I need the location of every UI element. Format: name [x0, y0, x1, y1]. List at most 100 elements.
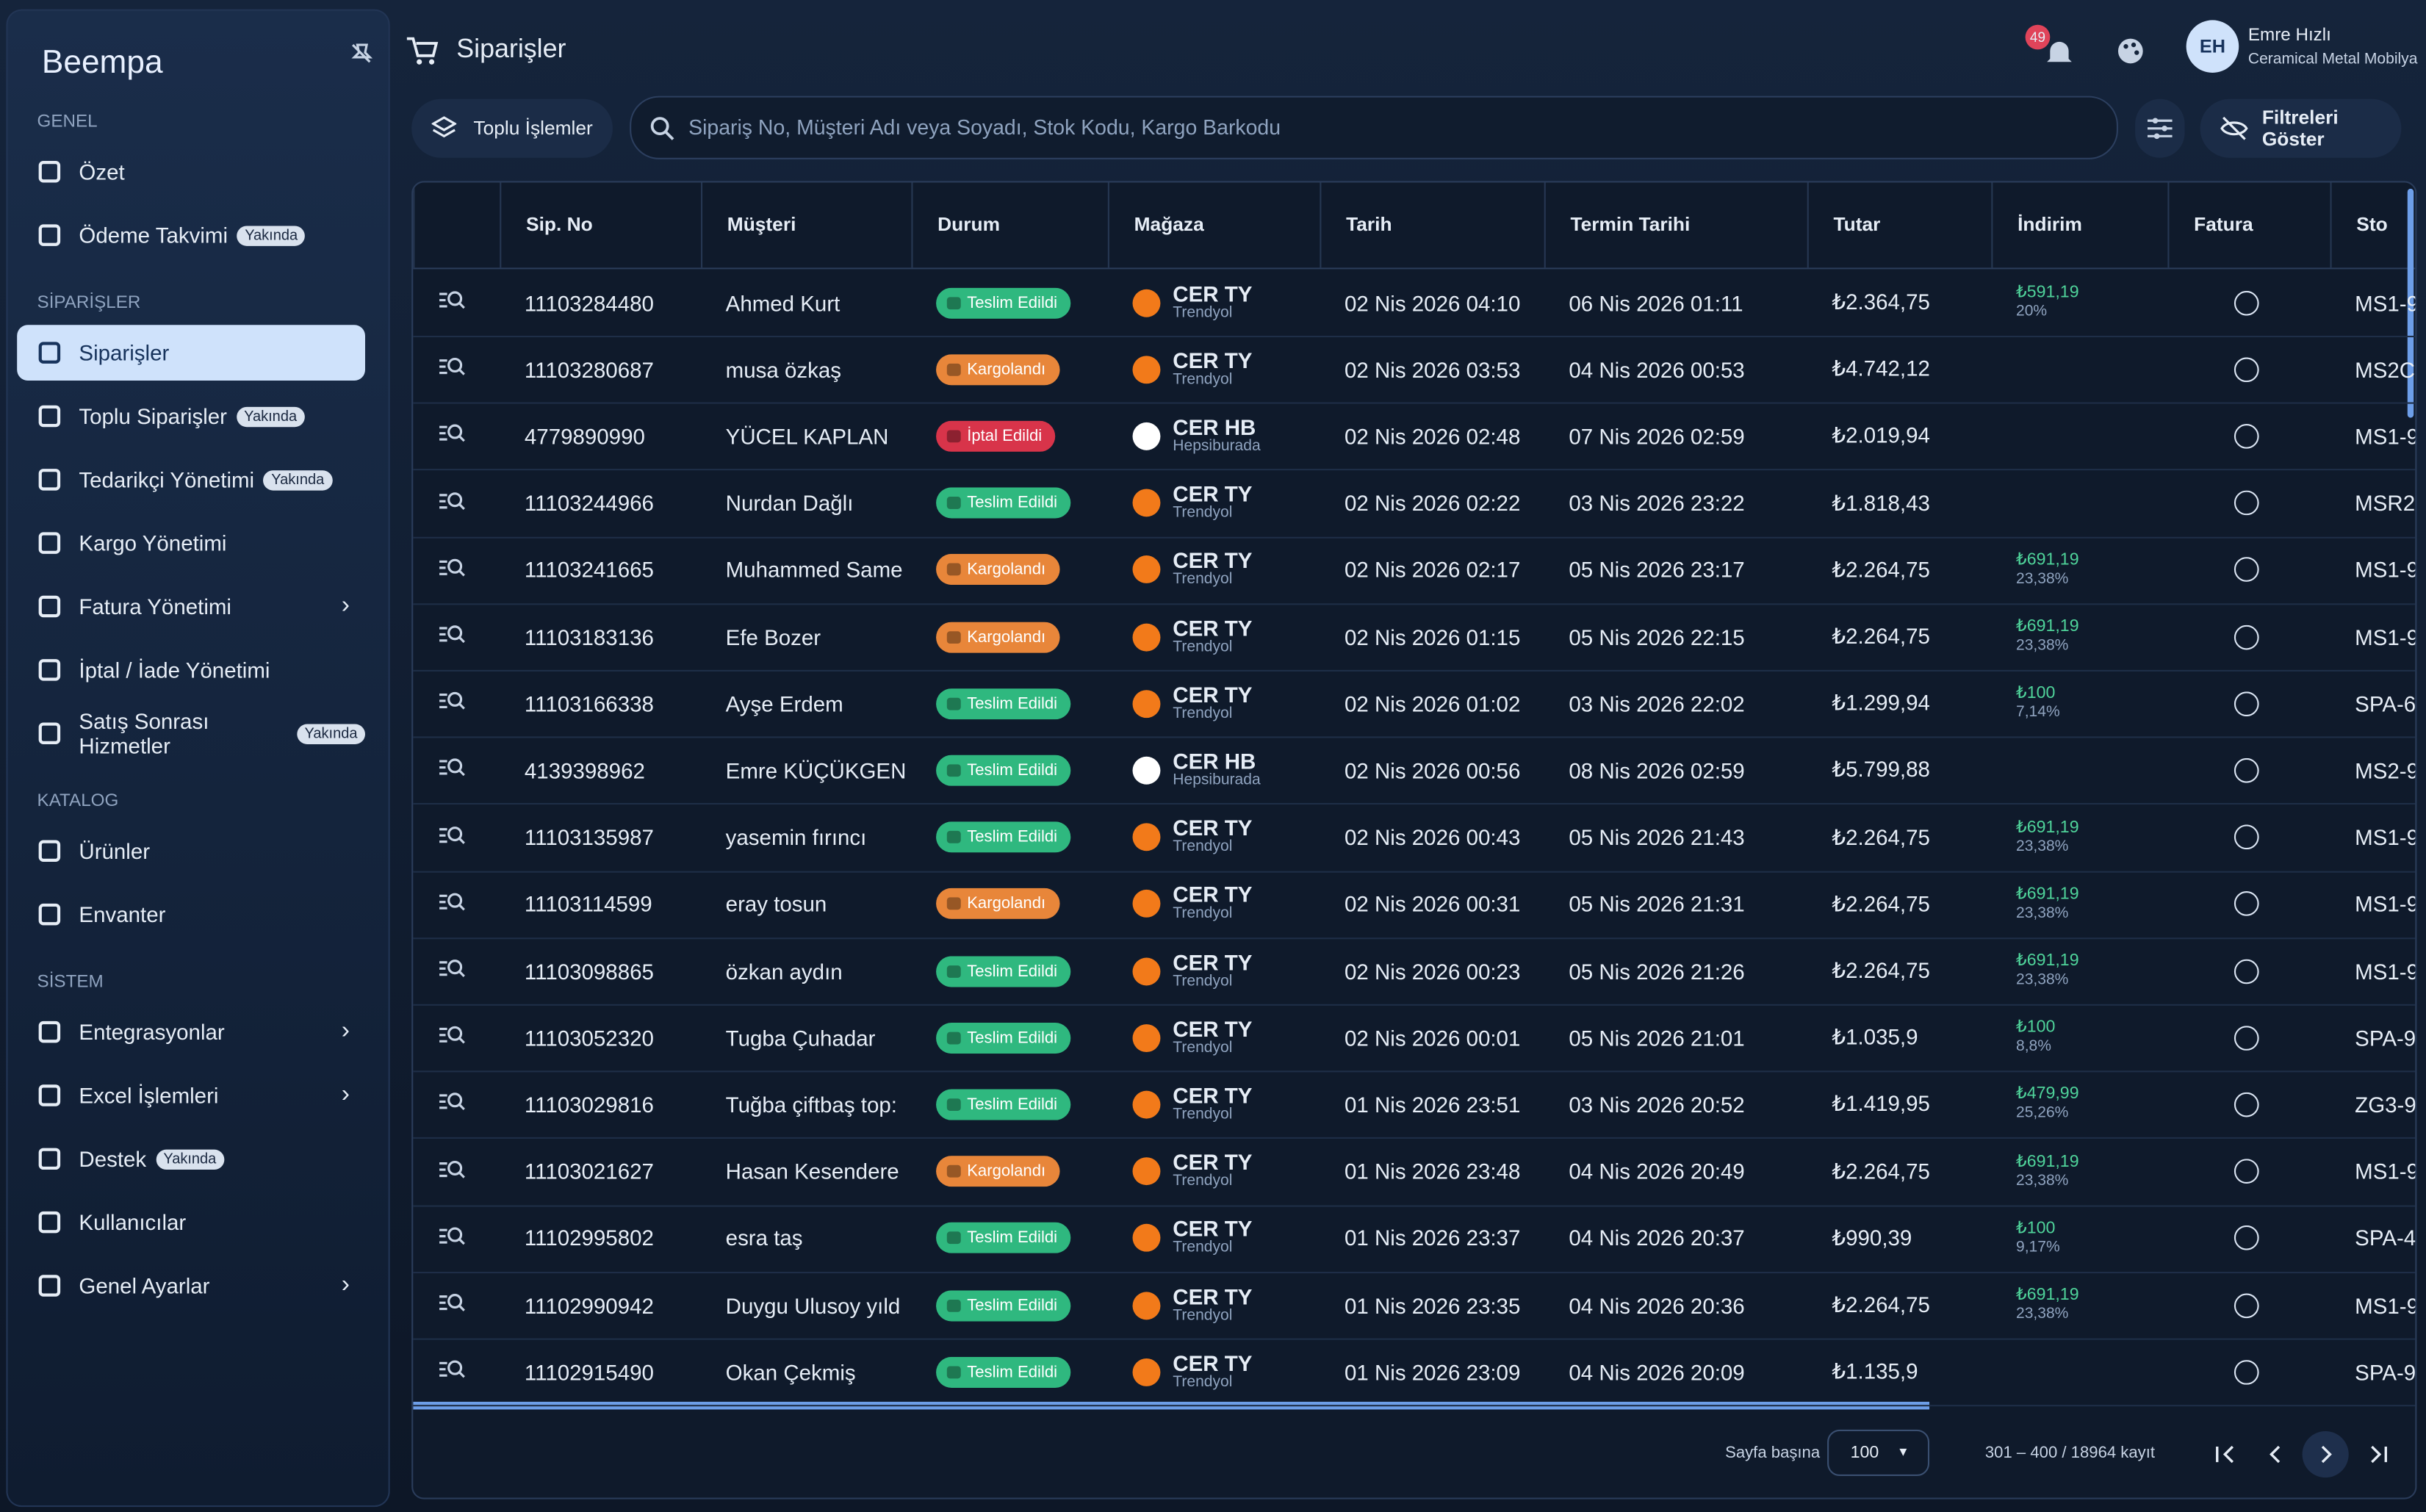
nav-item[interactable]: Fatura Yönetimi ›: [17, 579, 365, 635]
nav-item[interactable]: Ürünler: [17, 823, 365, 879]
amount: ₺990,39: [1832, 1225, 1912, 1250]
discount-cell: ₺691,19 23,38%: [1991, 550, 2167, 589]
nav-item[interactable]: Entegrasyonlar ›: [17, 1004, 365, 1060]
view-button[interactable]: [413, 757, 500, 784]
nav-item[interactable]: Genel Ayarlar ›: [17, 1258, 365, 1314]
discount: ₺691,19: [2015, 1152, 2079, 1171]
nav-item[interactable]: Envanter: [17, 887, 365, 943]
view-button[interactable]: [413, 691, 500, 717]
nav-label: Toplu Siparişler: [79, 403, 227, 429]
nav-item[interactable]: Siparişler: [17, 325, 365, 381]
nav-label: Kullanıcılar: [79, 1209, 187, 1235]
invoice-radio[interactable]: [2234, 1092, 2259, 1117]
nav-icon: [38, 1084, 61, 1106]
discount-cell: ₺691,19 23,38%: [1991, 1286, 2167, 1325]
view-button[interactable]: [413, 824, 500, 851]
channel: Trendyol: [1173, 972, 1233, 990]
view-button[interactable]: [413, 557, 500, 583]
columns-button[interactable]: [2135, 98, 2185, 158]
nav-item[interactable]: Ödeme Takvimi Yakında: [17, 207, 365, 263]
filters-button[interactable]: Filtreleri Göster: [2200, 98, 2402, 158]
view-button[interactable]: [413, 1358, 500, 1385]
next-page-bg[interactable]: [2302, 1430, 2349, 1478]
view-button[interactable]: [413, 423, 500, 450]
theme-button[interactable]: [2117, 37, 2145, 65]
status-cell: Teslim Edildi: [911, 287, 1107, 318]
view-button[interactable]: [413, 1292, 500, 1318]
column-header[interactable]: Termin Tarihi: [1544, 182, 1807, 268]
view-button[interactable]: [413, 1025, 500, 1051]
prev-page[interactable]: [2270, 1445, 2281, 1464]
invoice-radio[interactable]: [2234, 423, 2259, 449]
status-cell: Teslim Edildi: [911, 1022, 1107, 1054]
invoice-radio[interactable]: [2234, 557, 2259, 583]
invoice-radio[interactable]: [2234, 1225, 2259, 1251]
nav-item[interactable]: Toplu Siparişler Yakında: [17, 389, 365, 444]
column-header[interactable]: Mağaza: [1107, 182, 1320, 268]
view-button[interactable]: [413, 958, 500, 984]
search-box[interactable]: Sipariş No, Müşteri Adı veya Soyadı, Sto…: [630, 96, 2118, 159]
term-date: 05 Nis 2026 21:26: [1569, 958, 1745, 984]
company-name: Ceramical Metal Mobilya: [2247, 51, 2418, 68]
nav-item[interactable]: Excel İşlemleri ›: [17, 1068, 365, 1123]
invoice-radio[interactable]: [2234, 1292, 2259, 1318]
order-no: 11103244966: [524, 490, 654, 516]
nav-item[interactable]: Kargo Yönetimi: [17, 515, 365, 571]
amount: ₺1.135,9: [1832, 1358, 1918, 1384]
view-button[interactable]: [413, 1158, 500, 1184]
next-page[interactable]: [2321, 1445, 2332, 1464]
view-button[interactable]: [413, 891, 500, 918]
invoice-radio[interactable]: [2234, 757, 2259, 783]
invoice-radio[interactable]: [2234, 958, 2259, 984]
store-logo: [1132, 957, 1161, 985]
customer: Muhammed Same: [725, 557, 903, 583]
nav-item[interactable]: Satış Sonrası Hizmetler Yakında: [17, 705, 365, 761]
invoice-radio[interactable]: [2234, 356, 2259, 382]
column-header[interactable]: Sto: [2330, 182, 2415, 268]
invoice-radio[interactable]: [2234, 1159, 2259, 1184]
store-logo: [1132, 1157, 1161, 1186]
nav-item[interactable]: İptal / İade Yönetimi: [17, 642, 365, 698]
last-page[interactable]: [2371, 1445, 2387, 1464]
invoice-radio[interactable]: [2234, 1025, 2259, 1051]
view-button[interactable]: [413, 490, 500, 516]
notification-button[interactable]: [2045, 37, 2073, 68]
column-header[interactable]: İndirim: [1991, 182, 2167, 268]
column-header[interactable]: Durum: [911, 182, 1107, 268]
page-title: Siparişler: [456, 34, 566, 64]
nav-label: Tedarikçi Yönetimi: [79, 467, 255, 492]
nav-item[interactable]: Tedarikçi Yönetimi Yakında: [17, 452, 365, 508]
pin-button[interactable]: [348, 42, 373, 67]
view-button[interactable]: [413, 356, 500, 383]
column-header[interactable]: Tarih: [1320, 182, 1544, 268]
view-button[interactable]: [413, 1091, 500, 1117]
view-button[interactable]: [413, 289, 500, 316]
invoice-radio[interactable]: [2234, 490, 2259, 516]
invoice-radio[interactable]: [2234, 891, 2259, 917]
date: 02 Nis 2026 01:02: [1345, 691, 1521, 716]
invoice-radio[interactable]: [2234, 824, 2259, 850]
first-page[interactable]: [2216, 1445, 2234, 1464]
status-chip: Teslim Edildi: [936, 1022, 1072, 1054]
view-button[interactable]: [413, 624, 500, 650]
order-row: 11103183136 Efe Bozer Kargolandı CER TY Tren…: [413, 603, 2416, 672]
nav-item[interactable]: Özet: [17, 144, 365, 200]
bulk-actions-button[interactable]: Toplu İşlemler: [411, 98, 613, 158]
invoice-cell: [2167, 1025, 2330, 1051]
view-button[interactable]: [413, 1225, 500, 1251]
column-header[interactable]: Fatura: [2167, 182, 2330, 268]
column-header[interactable]: Tutar: [1807, 182, 1992, 268]
nav-item[interactable]: Kullanıcılar: [17, 1195, 365, 1250]
nav-item[interactable]: Destek Yakında: [17, 1131, 365, 1187]
status-cell: Teslim Edildi: [911, 821, 1107, 853]
invoice-radio[interactable]: [2234, 691, 2259, 716]
invoice-radio[interactable]: [2234, 1359, 2259, 1385]
column-header[interactable]: Sip. No: [500, 182, 701, 268]
column-header[interactable]: Müşteri: [700, 182, 911, 268]
term-date: 04 Nis 2026 20:37: [1569, 1225, 1745, 1251]
per-page-select[interactable]: 100 ▼: [1827, 1429, 1930, 1477]
avatar[interactable]: EH: [2186, 20, 2239, 73]
status-chip: Kargolandı: [936, 554, 1060, 586]
invoice-radio[interactable]: [2234, 624, 2259, 649]
invoice-radio[interactable]: [2234, 289, 2259, 315]
